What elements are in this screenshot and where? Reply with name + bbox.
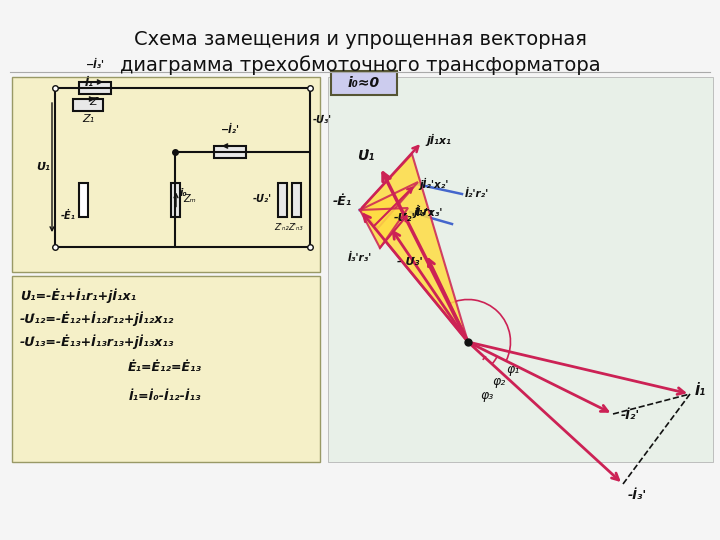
Text: U̇₁: U̇₁ — [36, 163, 50, 172]
Text: U̇₁=-Ė₁+İ₁r₁+jİ₁x₁: U̇₁=-Ė₁+İ₁r₁+jİ₁x₁ — [20, 288, 136, 302]
Text: -U̇₂': -U̇₂' — [253, 194, 272, 205]
FancyBboxPatch shape — [12, 276, 320, 462]
FancyBboxPatch shape — [73, 99, 103, 111]
FancyBboxPatch shape — [78, 183, 88, 217]
Text: i₀≈0: i₀≈0 — [348, 76, 380, 90]
Text: φ₃: φ₃ — [480, 389, 493, 402]
Text: φ₂: φ₂ — [492, 375, 505, 388]
FancyBboxPatch shape — [214, 146, 246, 158]
Text: i₀: i₀ — [180, 187, 188, 198]
Polygon shape — [360, 182, 418, 228]
FancyBboxPatch shape — [277, 183, 287, 217]
Text: Z'ₙ₂: Z'ₙ₂ — [274, 224, 289, 233]
Text: Z': Z' — [90, 97, 100, 107]
Text: jİ₃'x₃': jİ₃'x₃' — [413, 206, 442, 218]
Text: İ₃'r₃': İ₃'r₃' — [348, 253, 372, 263]
Text: φ₁: φ₁ — [506, 363, 519, 376]
Text: -U̇₁₃=-Ė₁₃+İ₁₃r₁₃+jİ₁₃x₁₃: -U̇₁₃=-Ė₁₃+İ₁₃r₁₃+jİ₁₃x₁₃ — [20, 334, 174, 348]
Text: -Ė₁: -Ė₁ — [333, 195, 352, 208]
Text: -U̇₃': -U̇₃' — [313, 115, 332, 125]
Text: jİ₂'x₂': jİ₂'x₂' — [419, 178, 449, 190]
Text: İ₁: İ₁ — [695, 384, 706, 398]
Text: İ₁r₁: İ₁r₁ — [415, 207, 434, 217]
Text: Схема замещения и упрощенная векторная
диаграмма трехобмоточного трансформатора: Схема замещения и упрощенная векторная д… — [120, 30, 600, 75]
FancyBboxPatch shape — [331, 71, 397, 95]
Polygon shape — [360, 154, 468, 342]
Text: −İ₃': −İ₃' — [86, 60, 104, 70]
Polygon shape — [360, 208, 408, 248]
Text: -İ₂': -İ₂' — [621, 409, 640, 422]
Text: İ₂'r₂': İ₂'r₂' — [465, 189, 490, 199]
Text: U̇₁: U̇₁ — [356, 149, 374, 163]
Text: Zₘ: Zₘ — [183, 194, 196, 205]
FancyBboxPatch shape — [292, 183, 300, 217]
Text: - U̇₃': - U̇₃' — [397, 257, 423, 267]
Text: jİ₁x₁: jİ₁x₁ — [426, 134, 451, 146]
Text: -U̇₁₂=-Ė₁₂+İ₁₂r₁₂+jİ₁₂x₁₂: -U̇₁₂=-Ė₁₂+İ₁₂r₁₂+jİ₁₂x₁₂ — [20, 311, 174, 326]
Text: −İ₂': −İ₂' — [220, 125, 240, 135]
FancyBboxPatch shape — [79, 82, 111, 94]
Text: -İ₃': -İ₃' — [628, 489, 647, 502]
Text: Z₁: Z₁ — [82, 114, 94, 124]
Text: -U̇₂': -U̇₂' — [394, 213, 416, 223]
Text: İ₁: İ₁ — [84, 78, 94, 88]
Text: Z'ₙ₃: Z'ₙ₃ — [289, 224, 303, 233]
Text: Ė₁=Ė₁₂=Ė₁₃: Ė₁=Ė₁₂=Ė₁₃ — [128, 361, 202, 374]
FancyBboxPatch shape — [12, 77, 320, 272]
FancyBboxPatch shape — [328, 77, 713, 462]
Text: -Ė₁: -Ė₁ — [61, 211, 76, 220]
Text: İ₁=İ₀-İ₁₂-İ₁₃: İ₁=İ₀-İ₁₂-İ₁₃ — [129, 390, 202, 403]
FancyBboxPatch shape — [171, 183, 179, 217]
